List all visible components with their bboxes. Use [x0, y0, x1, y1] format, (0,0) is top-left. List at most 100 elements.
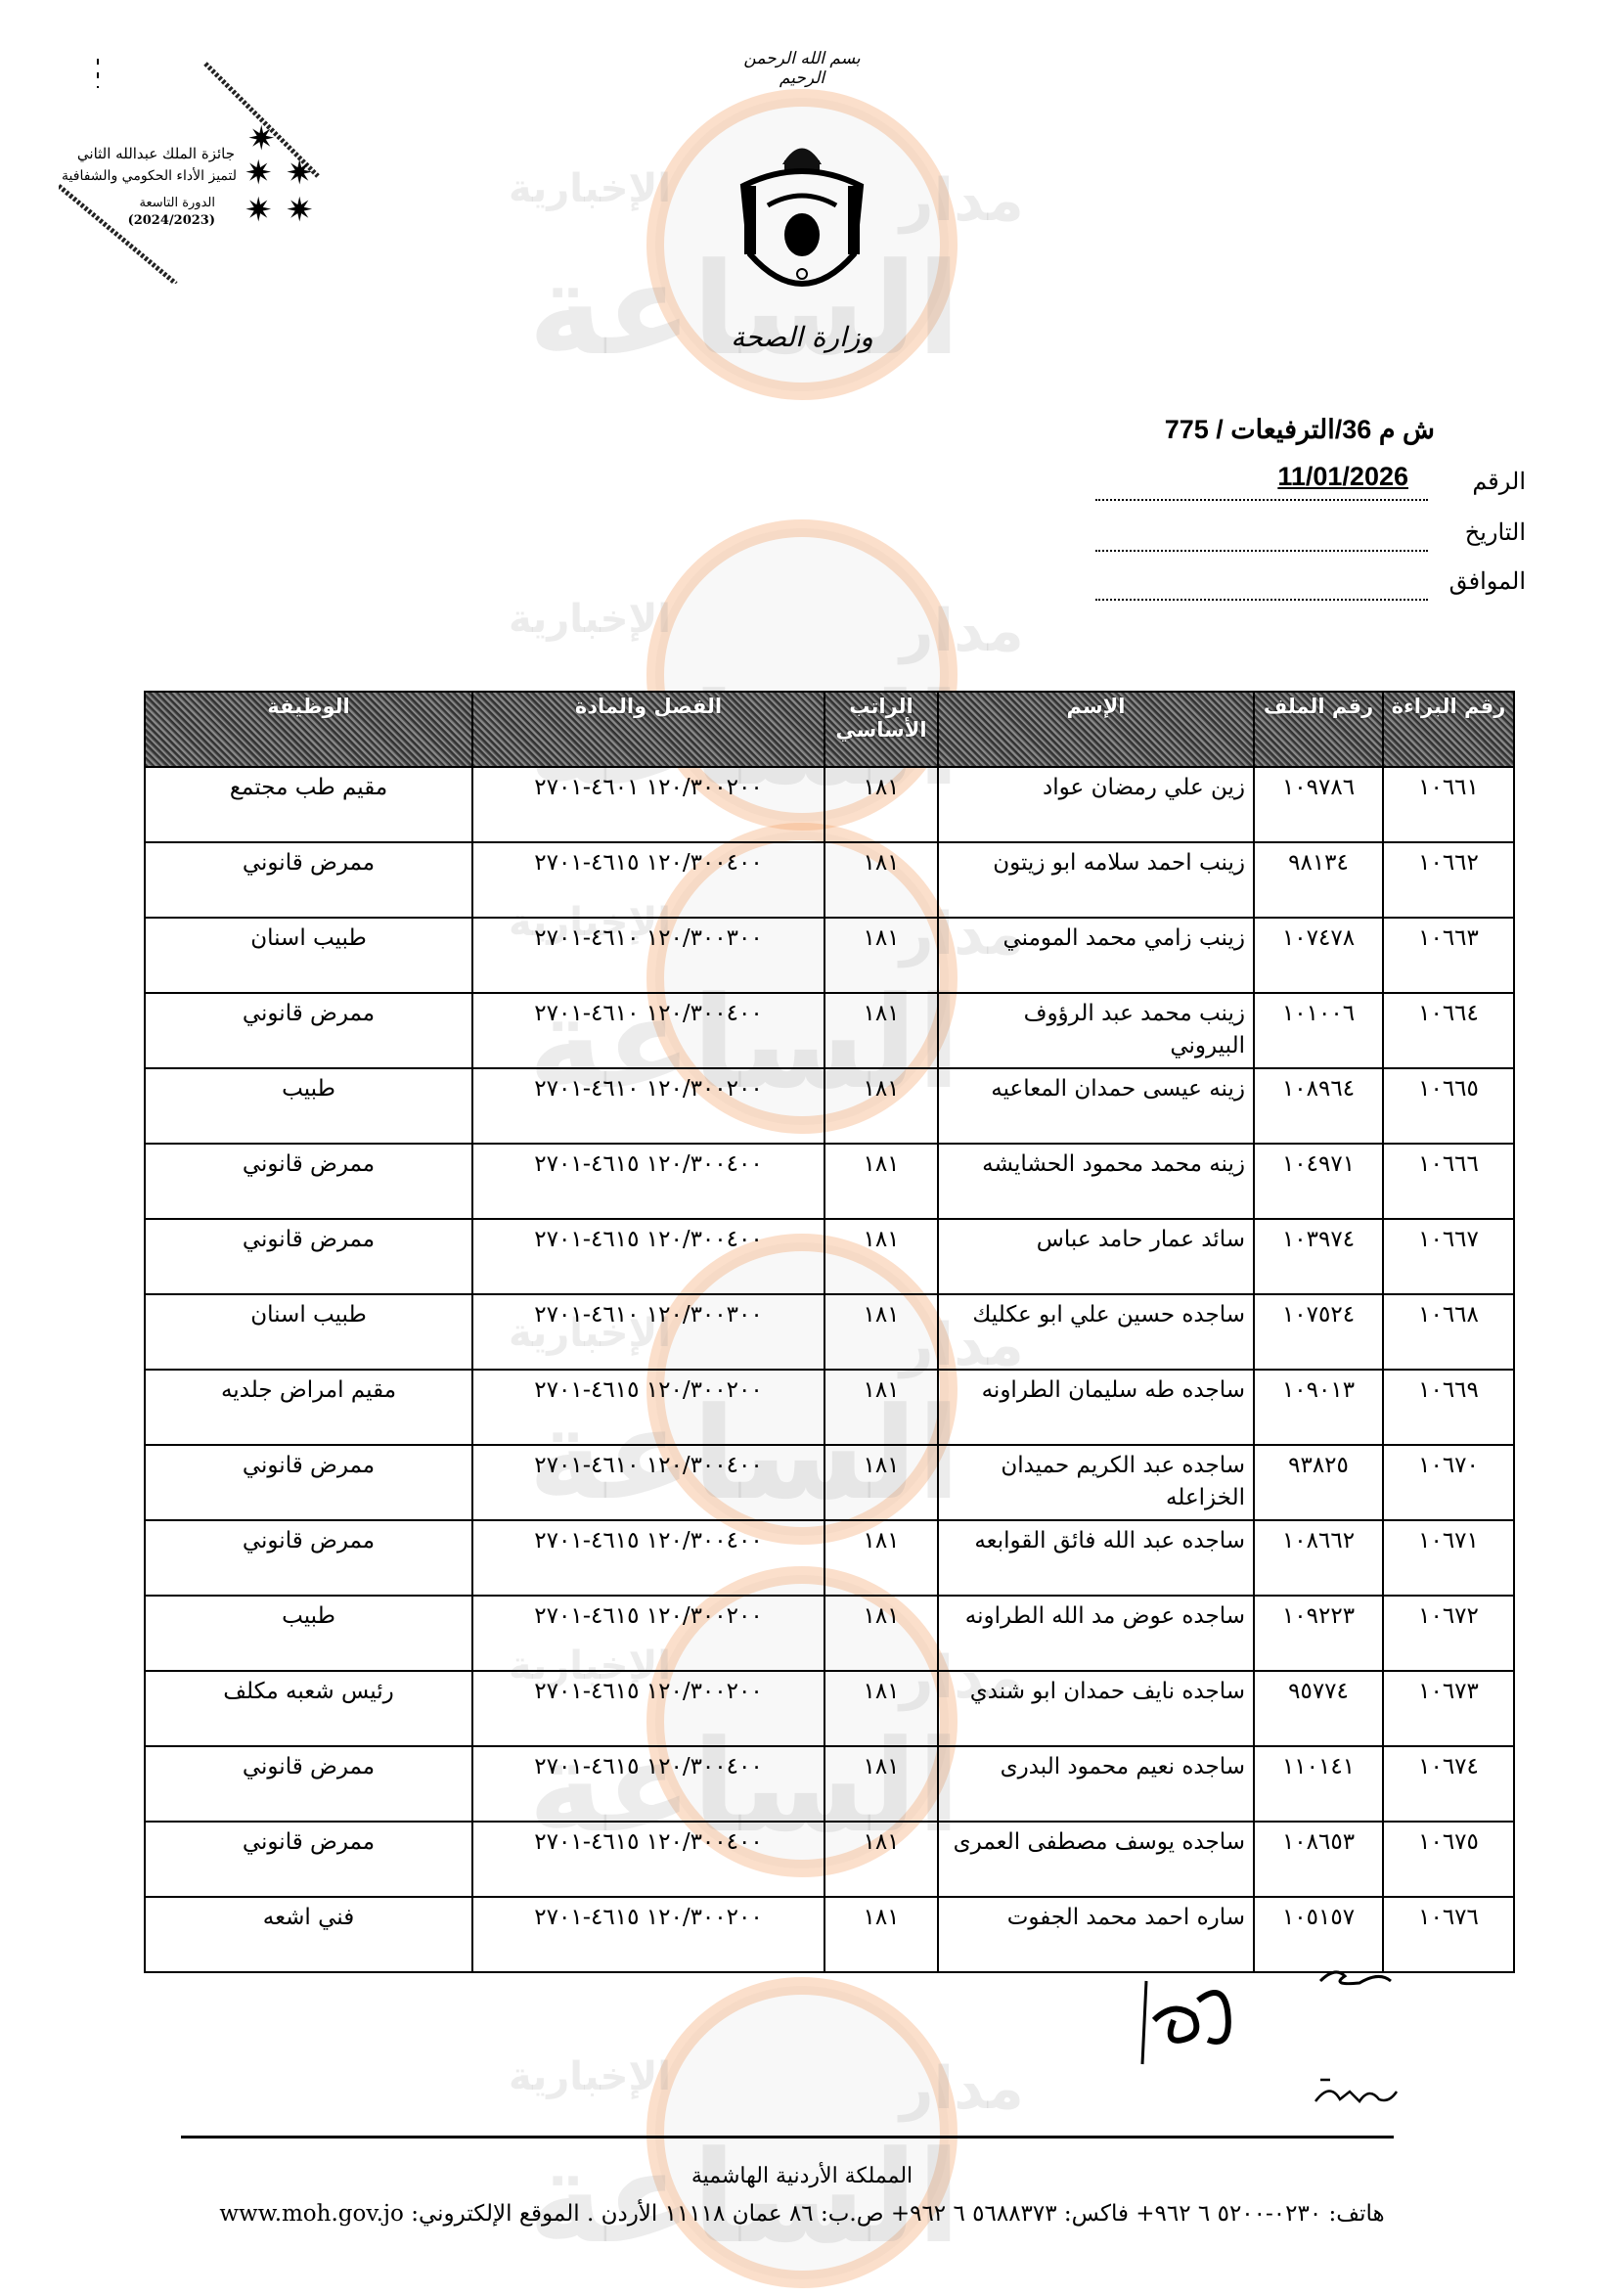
cell-basic-salary: ١٨١: [824, 1745, 939, 1823]
cert-number-text: ١٠٦٦٨: [1418, 1302, 1479, 1328]
job-title-text: رئيس شعبه مكلف: [223, 1679, 394, 1704]
cell-employee-name: ساجده طه سليمان الطراونه: [937, 1369, 1255, 1446]
basic-salary-text: ١٨١: [863, 1754, 900, 1779]
table-header-row: رقم البراءة رقم الملف الإسم الراتب الأسا…: [144, 691, 1515, 768]
job-title-text: مقيم طب مجتمع: [229, 775, 388, 800]
header-file-number: رقم الملف: [1253, 691, 1384, 768]
cell-basic-salary: ١٨١: [824, 841, 939, 919]
cell-job-title: طبيب اسنان: [144, 917, 473, 994]
cert-number-text: ١٠٦٦٧: [1418, 1227, 1479, 1252]
cell-job-title: فني اشعه: [144, 1896, 473, 1973]
corresponding-row: الموافق: [1095, 567, 1526, 607]
basic-salary-text: ١٨١: [863, 1151, 900, 1177]
employee-name-text: ساره احمد محمد الجفوت: [1006, 1905, 1245, 1930]
basic-salary-text: ١٨١: [863, 1679, 900, 1704]
cell-cert-number: ١٠٦٦٣: [1382, 917, 1515, 994]
basic-salary-text: ١٨١: [863, 1377, 900, 1403]
dotted-line: [1095, 550, 1428, 552]
chapter-article-text: ١٢٠/٣٠٠٤٠٠ ٤٦١٥-٢٧٠١: [534, 850, 763, 876]
watermark-text: الإخبارية: [509, 166, 671, 211]
employee-name-text: ساجده عوض مد الله الطراونه: [964, 1603, 1245, 1629]
employee-name-text: زينب احمد سلامه ابو زيتون: [993, 850, 1245, 876]
employee-name-text: زينب محمد عبد الرؤوف البيروني: [1023, 1001, 1245, 1058]
cell-file-number: ١٠٤٩٧١: [1253, 1143, 1384, 1220]
cell-chapter-article: ١٢٠/٣٠٠٤٠٠ ٤٦١٥-٢٧٠١: [471, 1143, 825, 1220]
file-number-text: ١٠٧٥٢٤: [1281, 1302, 1356, 1328]
header-basic-salary: الراتب الأساسي: [824, 691, 939, 768]
basic-salary-text: ١٨١: [863, 1453, 900, 1478]
handwritten-signature: [1140, 1970, 1392, 2065]
basic-salary-text: ١٨١: [863, 1528, 900, 1553]
stamp-border-lines: [59, 59, 320, 284]
header-job-title: الوظيفة: [144, 691, 473, 768]
table-row: ١٠٦٧٣ ٩٥٧٧٤ ساجده نايف حمدان ابو شندي ١٨١ ١٢…: [144, 1670, 1515, 1747]
cell-employee-name: زينب زامي محمد المومني: [937, 917, 1255, 994]
cell-cert-number: ١٠٦٦٨: [1382, 1293, 1515, 1371]
number-label: الرقم: [1472, 469, 1526, 495]
cell-job-title: ممرض قانوني: [144, 992, 473, 1069]
employee-name-text: ساجده نايف حمدان ابو شندي: [969, 1679, 1245, 1704]
job-title-text: طبيب: [282, 1076, 335, 1102]
table-row: ١٠٦٦٦ ١٠٤٩٧١ زينه محمد محمود الحشايشه ١٨١ ١٢…: [144, 1143, 1515, 1220]
cell-cert-number: ١٠٦٦٥: [1382, 1067, 1515, 1145]
header-name: الإسم: [937, 691, 1255, 768]
cell-chapter-article: ١٢٠/٣٠٠٢٠٠ ٤٦١٠-٢٧٠١: [471, 1067, 825, 1145]
cell-chapter-article: ١٢٠/٣٠٠٢٠٠ ٤٦١٥-٢٧٠١: [471, 1670, 825, 1747]
cert-number-text: ١٠٦٧٥: [1418, 1829, 1479, 1855]
cert-number-text: ١٠٦٦٤: [1418, 1001, 1479, 1026]
cell-chapter-article: ١٢٠/٣٠٠٤٠٠ ٤٦١٥-٢٧٠١: [471, 1519, 825, 1597]
cell-cert-number: ١٠٦٧٦: [1382, 1896, 1515, 1973]
reference-number: ش م 36/الترفيعات / 775: [1164, 415, 1435, 444]
cell-basic-salary: ١٨١: [824, 1821, 939, 1898]
chapter-article-text: ١٢٠/٣٠٠٤٠٠ ٤٦١٠-٢٧٠١: [534, 1453, 763, 1478]
watermark-text: الإخبارية: [509, 2054, 671, 2099]
footer-divider: [181, 2136, 1394, 2138]
table-row: ١٠٦٦٧ ١٠٣٩٧٤ سائد عمار حامد عباس ١٨١ ١٢٠/٣٠٠…: [144, 1218, 1515, 1295]
chapter-article-text: ١٢٠/٣٠٠٤٠٠ ٤٦١٥-٢٧٠١: [534, 1528, 763, 1553]
cell-basic-salary: ١٨١: [824, 1595, 939, 1672]
cell-chapter-article: ١٢٠/٣٠٠٤٠٠ ٤٦١٥-٢٧٠١: [471, 1821, 825, 1898]
table-row: ١٠٦٦٣ ١٠٧٤٧٨ زينب زامي محمد المومني ١٨١ ١٢٠/…: [144, 917, 1515, 994]
employee-name-text: زينه عيسى حمدان المعاعيه: [991, 1076, 1245, 1102]
cell-file-number: ١٠٨٦٥٣: [1253, 1821, 1384, 1898]
cert-number-text: ١٠٦٧١: [1418, 1528, 1479, 1553]
jordan-star-icon: ✷: [286, 154, 314, 193]
cell-job-title: ممرض قانوني: [144, 841, 473, 919]
watermark-text: الساعة: [528, 2123, 961, 2272]
watermark-text: مدار: [900, 2054, 1024, 2123]
basic-salary-text: ١٨١: [863, 1076, 900, 1102]
table-row: ١٠٦٦٢ ٩٨١٣٤ زينب احمد سلامه ابو زيتون ١٨١ ١٢…: [144, 841, 1515, 919]
file-number-text: ١٠٩٢٢٣: [1281, 1603, 1356, 1629]
award-stamp: ✷ ✷ ✷ ✷ ✷ جائزة الملك عبدالله الثاني لتم…: [59, 59, 323, 284]
cell-file-number: ١٠٣٩٧٤: [1253, 1218, 1384, 1295]
cert-number-text: ١٠٦٧٠: [1418, 1453, 1479, 1478]
cell-chapter-article: ١٢٠/٣٠٠٤٠٠ ٤٦١٠-٢٧٠١: [471, 1444, 825, 1521]
corresponding-label: الموافق: [1448, 568, 1526, 595]
cell-employee-name: سائد عمار حامد عباس: [937, 1218, 1255, 1295]
cell-file-number: ١٠٩٧٨٦: [1253, 766, 1384, 843]
file-number-text: ١٠٤٩٧١: [1281, 1151, 1356, 1177]
cell-basic-salary: ١٨١: [824, 1143, 939, 1220]
table-row: ١٠٦٦٩ ١٠٩٠١٣ ساجده طه سليمان الطراونه ١٨١ ١٢…: [144, 1369, 1515, 1446]
basmala: بسم الله الرحمن الرحيم: [743, 49, 861, 88]
cell-cert-number: ١٠٦٧٠: [1382, 1444, 1515, 1521]
job-title-text: ممرض قانوني: [242, 1453, 376, 1478]
award-title: جائزة الملك عبدالله الثاني: [76, 145, 235, 162]
cell-employee-name: ساجده يوسف مصطفى العمرى: [937, 1821, 1255, 1898]
file-number-text: ١٠٨٩٦٤: [1281, 1076, 1356, 1102]
file-number-text: ١٠٨٦٥٣: [1281, 1829, 1356, 1855]
cert-number-text: ١٠٦٧٢: [1418, 1603, 1479, 1629]
cell-basic-salary: ١٨١: [824, 1444, 939, 1521]
cert-number-text: ١٠٦٧٤: [1418, 1754, 1479, 1779]
cell-file-number: ١٠٨٩٦٤: [1253, 1067, 1384, 1145]
cell-job-title: رئيس شعبه مكلف: [144, 1670, 473, 1747]
cell-job-title: ممرض قانوني: [144, 1821, 473, 1898]
cell-job-title: ممرض قانوني: [144, 1143, 473, 1220]
cell-basic-salary: ١٨١: [824, 1218, 939, 1295]
cert-number-text: ١٠٦٧٦: [1418, 1905, 1479, 1930]
file-number-text: ١٠٥١٥٧: [1281, 1905, 1356, 1930]
file-number-text: ١٠١٠٠٦: [1281, 1001, 1356, 1026]
watermark-text: مدار: [900, 166, 1024, 235]
cell-cert-number: ١٠٦٧٢: [1382, 1595, 1515, 1672]
file-number-text: ١١٠١٤١: [1281, 1754, 1356, 1779]
